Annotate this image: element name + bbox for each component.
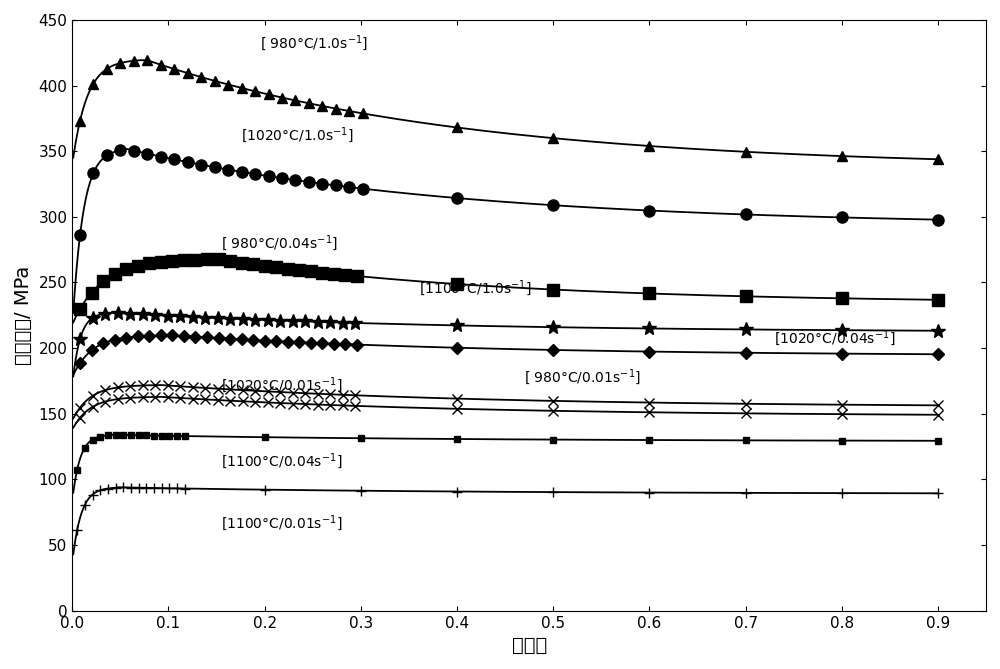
X-axis label: 真应变: 真应变 — [512, 636, 547, 655]
Text: [1020°C/0.01s$^{-1}$]: [1020°C/0.01s$^{-1}$] — [221, 375, 343, 395]
Text: [1020°C/1.0s$^{-1}$]: [1020°C/1.0s$^{-1}$] — [241, 126, 353, 145]
Text: [1020°C/0.04s$^{-1}$]: [1020°C/0.04s$^{-1}$] — [774, 328, 896, 348]
Y-axis label: 流动应力/ MPa: 流动应力/ MPa — [14, 266, 33, 365]
Text: [ 980°C/0.04s$^{-1}$]: [ 980°C/0.04s$^{-1}$] — [221, 233, 338, 253]
Text: [1100°C/0.04s$^{-1}$]: [1100°C/0.04s$^{-1}$] — [221, 451, 343, 471]
Text: [ 980°C/0.01s$^{-1}$]: [ 980°C/0.01s$^{-1}$] — [524, 367, 641, 387]
Text: [ 980°C/1.0s$^{-1}$]: [ 980°C/1.0s$^{-1}$] — [260, 33, 368, 54]
Text: [1100°C/1.0s$^{-1}$]: [1100°C/1.0s$^{-1}$] — [419, 278, 531, 298]
Text: [1100°C/0.01s$^{-1}$]: [1100°C/0.01s$^{-1}$] — [221, 513, 343, 533]
